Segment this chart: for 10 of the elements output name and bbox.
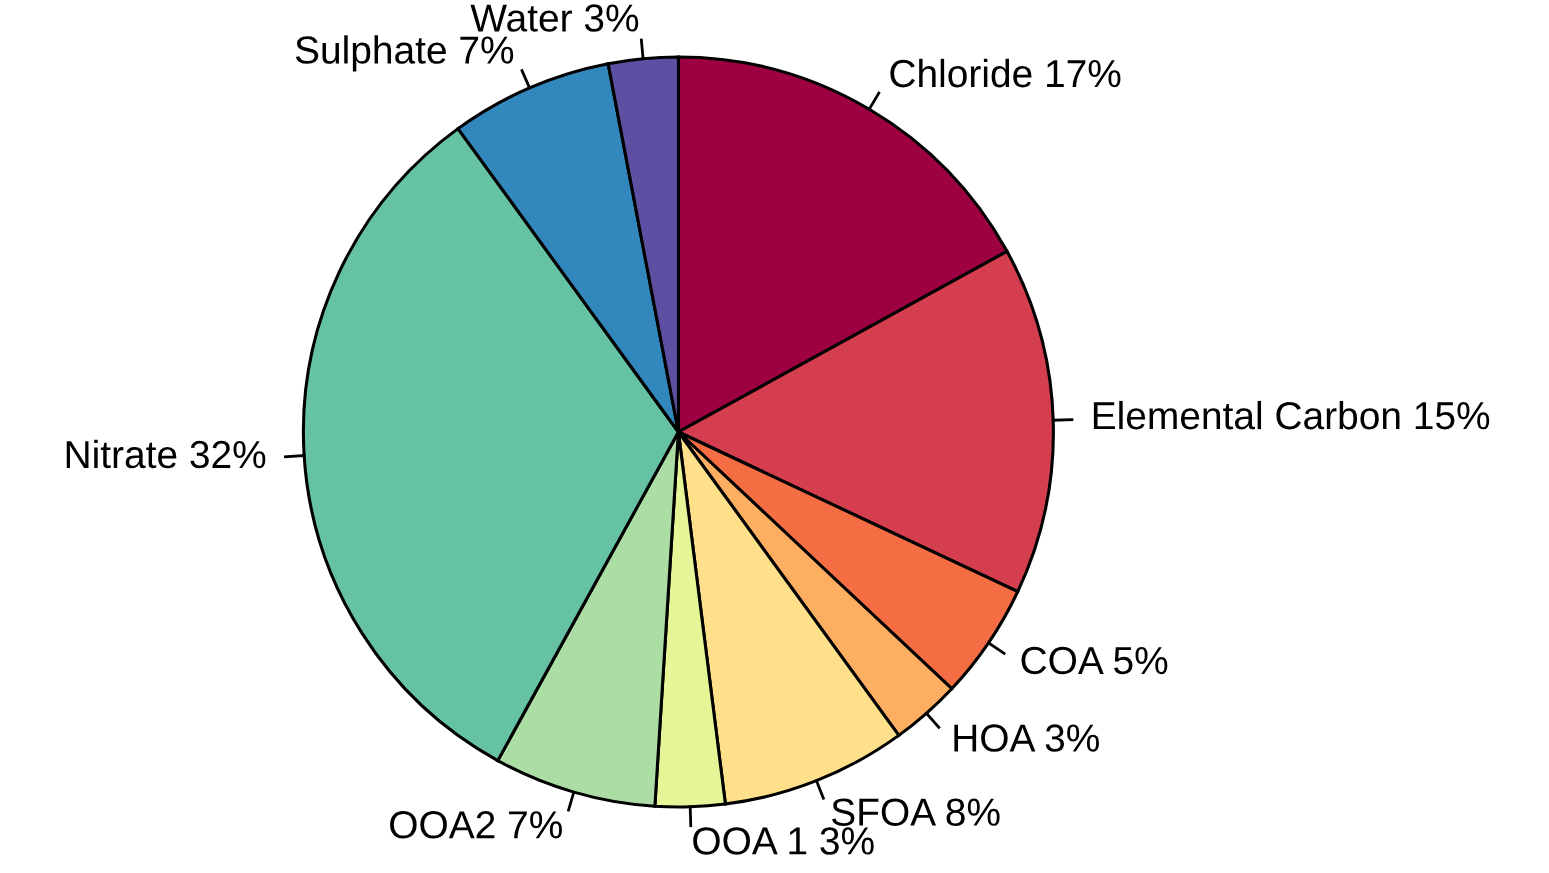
slice-label: Chloride 17% xyxy=(890,58,1121,88)
slice-label: COA 5% xyxy=(1021,646,1168,675)
slice-label: OOA 1 3% xyxy=(693,827,874,855)
slice-label: SFOA 8% xyxy=(832,798,1000,826)
slice-label: Nitrate 32% xyxy=(66,439,266,469)
slice-label: Sulphate 7% xyxy=(295,35,514,72)
slice-label: Water 3% xyxy=(470,4,639,32)
slice-label: OOA2 7% xyxy=(390,811,562,839)
slice-label: Elemental Carbon 15% xyxy=(1093,400,1490,430)
slice-label: HOA 3% xyxy=(954,724,1099,752)
